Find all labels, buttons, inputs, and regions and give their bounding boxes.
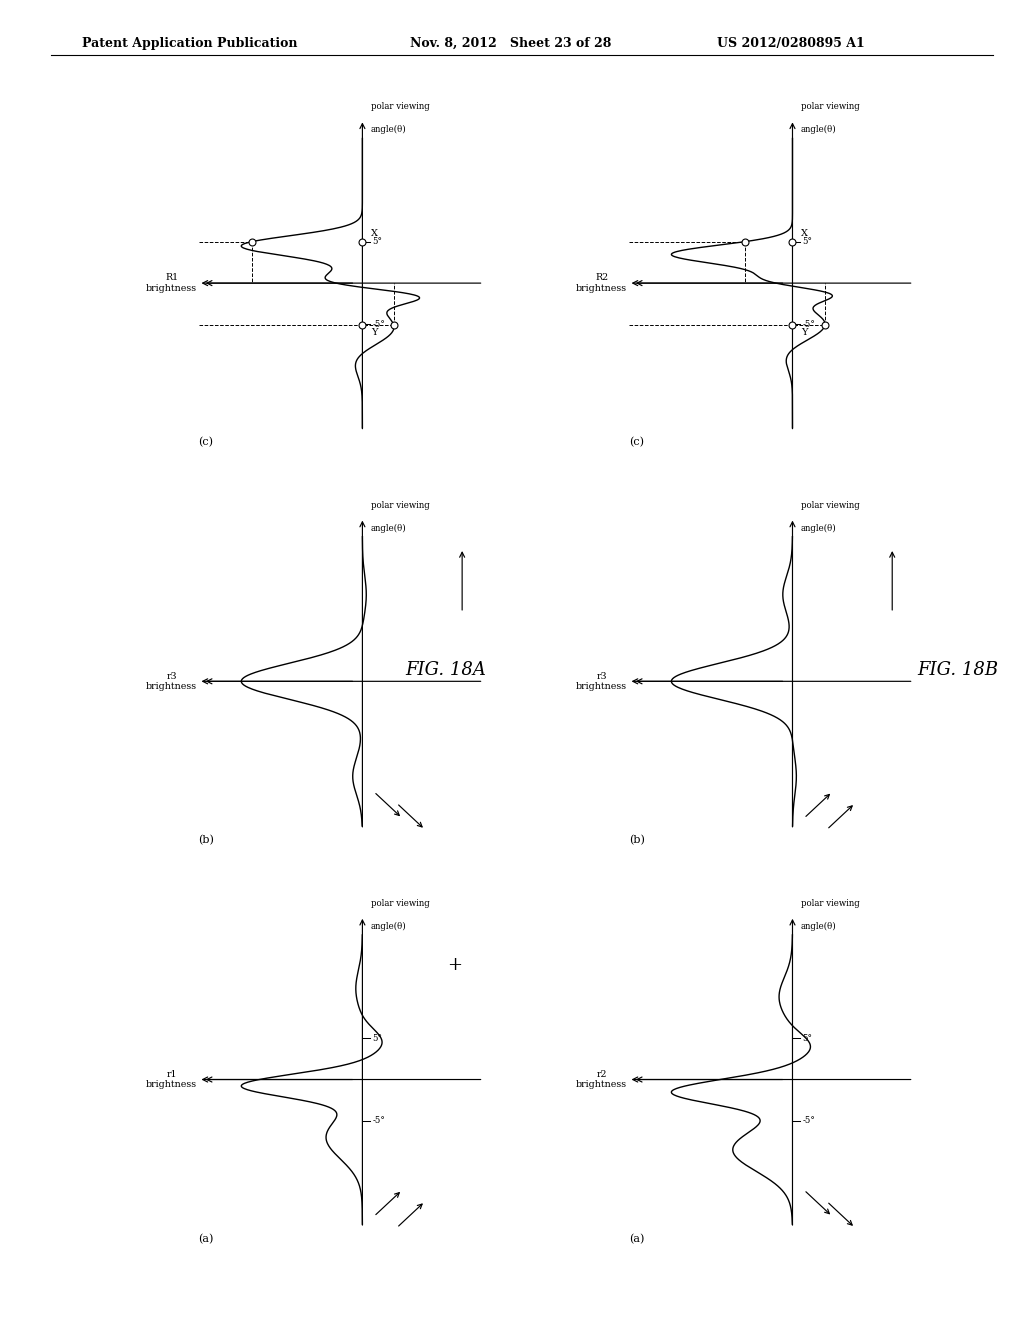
Text: (b): (b): [199, 836, 214, 846]
Text: Y: Y: [801, 329, 808, 338]
Text: polar viewing: polar viewing: [371, 899, 430, 908]
Text: angle(θ): angle(θ): [801, 125, 837, 135]
Text: X: X: [371, 228, 378, 238]
Text: (a): (a): [199, 1234, 214, 1243]
Text: (a): (a): [629, 1234, 644, 1243]
Text: angle(θ): angle(θ): [371, 125, 407, 135]
Text: angle(θ): angle(θ): [371, 524, 407, 532]
Text: -5°: -5°: [803, 319, 815, 329]
Text: 5°: 5°: [373, 238, 382, 247]
Text: r3
brightness: r3 brightness: [577, 672, 628, 690]
Text: (c): (c): [199, 437, 214, 447]
Text: Y: Y: [371, 329, 378, 338]
Text: polar viewing: polar viewing: [371, 500, 430, 510]
Text: angle(θ): angle(θ): [801, 921, 837, 931]
Text: r2
brightness: r2 brightness: [577, 1069, 628, 1089]
Text: angle(θ): angle(θ): [801, 524, 837, 532]
Text: FIG. 18A: FIG. 18A: [406, 661, 485, 678]
Text: angle(θ): angle(θ): [371, 921, 407, 931]
Text: Nov. 8, 2012   Sheet 23 of 28: Nov. 8, 2012 Sheet 23 of 28: [410, 37, 611, 50]
Text: r1
brightness: r1 brightness: [146, 1069, 198, 1089]
Text: X: X: [801, 228, 808, 238]
Text: US 2012/0280895 A1: US 2012/0280895 A1: [717, 37, 864, 50]
Text: 5°: 5°: [373, 1034, 382, 1043]
Text: -5°: -5°: [373, 319, 385, 329]
Text: -5°: -5°: [373, 1117, 385, 1126]
Text: polar viewing: polar viewing: [801, 103, 860, 111]
Text: (c): (c): [629, 437, 644, 447]
Text: r3
brightness: r3 brightness: [146, 672, 198, 690]
Text: Patent Application Publication: Patent Application Publication: [82, 37, 297, 50]
Text: R2
brightness: R2 brightness: [577, 273, 628, 293]
Text: -5°: -5°: [803, 1117, 815, 1126]
Text: 5°: 5°: [803, 238, 812, 247]
Text: 5°: 5°: [803, 1034, 812, 1043]
Text: R1
brightness: R1 brightness: [146, 273, 198, 293]
Text: FIG. 18B: FIG. 18B: [916, 661, 998, 678]
Text: polar viewing: polar viewing: [801, 500, 860, 510]
Text: (b): (b): [629, 836, 644, 846]
Text: polar viewing: polar viewing: [371, 103, 430, 111]
Text: polar viewing: polar viewing: [801, 899, 860, 908]
Text: +: +: [447, 957, 463, 974]
